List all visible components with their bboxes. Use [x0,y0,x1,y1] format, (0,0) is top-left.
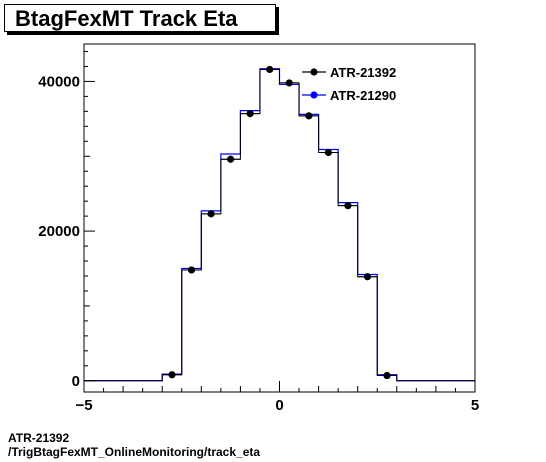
data-point [305,112,313,120]
data-point [168,371,176,379]
legend-marker [310,91,318,99]
data-point [363,273,372,281]
y-tick-label: 20000 [38,223,80,240]
x-tick-label: 0 [275,397,283,414]
footer-run-label: ATR-21392 [8,431,70,445]
data-point [324,148,332,157]
data-point [344,202,352,210]
plot-frame [83,43,476,393]
series-atr-21290-histogram [84,68,475,382]
data-point [187,266,196,274]
x-tick-label: 5 [471,397,479,414]
footer: ATR-21392 /TrigBtagFexMT_OnlineMonitorin… [8,431,260,459]
series-atr-21392-step [84,68,475,382]
footer-path-label: /TrigBtagFexMT_OnlineMonitoring/track_et… [8,445,261,459]
data-point [285,79,293,87]
y-tick-label: 40000 [38,73,80,90]
legend-marker [310,68,318,76]
data-point [383,371,391,380]
legend-label: ATR-21290 [330,88,396,103]
data-point [227,155,235,163]
x-tick-label: −5 [75,397,92,414]
data-point [246,110,254,118]
y-tick-label: 0 [72,373,80,390]
data-point [266,65,274,74]
chart-title: BtagFexMT Track Eta [4,4,276,32]
data-point [207,210,215,218]
legend-label: ATR-21392 [330,65,396,80]
